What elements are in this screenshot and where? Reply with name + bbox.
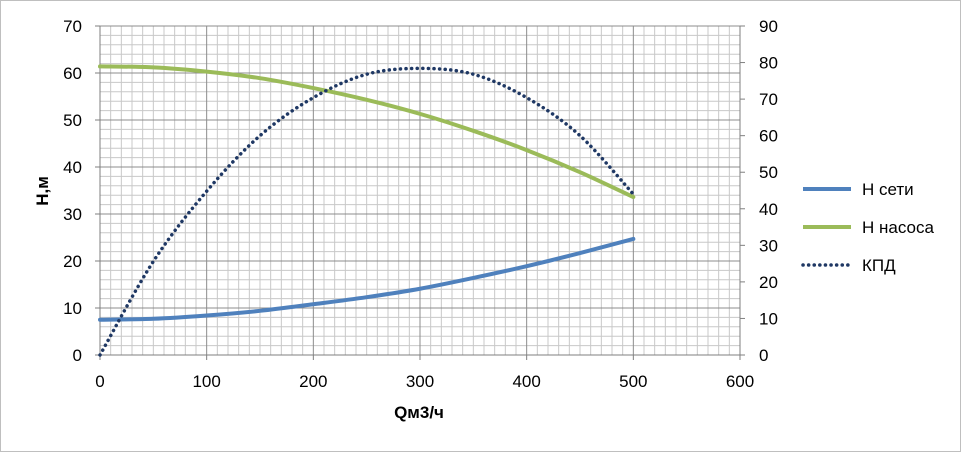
y2-tick-label: 0	[759, 346, 768, 365]
x-tick-label: 300	[406, 372, 434, 391]
y2-tick-label: 60	[759, 127, 778, 146]
y-axis-title: H,м	[33, 176, 52, 206]
x-tick-label: 0	[95, 372, 104, 391]
y2-tick-label: 70	[759, 90, 778, 109]
y2-tick-label: 20	[759, 273, 778, 292]
legend-label-series-2: КПД	[862, 256, 896, 275]
y-tick-label: 20	[63, 252, 82, 271]
y2-tick-label: 40	[759, 200, 778, 219]
y-tick-label: 60	[63, 64, 82, 83]
x-tick-label: 500	[619, 372, 647, 391]
y-tick-label: 0	[73, 346, 82, 365]
x-tick-label: 600	[726, 372, 754, 391]
y2-tick-label: 30	[759, 236, 778, 255]
y-tick-label: 10	[63, 299, 82, 318]
legend-label-series-1: Н насоса	[862, 218, 934, 237]
y2-tick-label: 80	[759, 54, 778, 73]
x-tick-label: 200	[299, 372, 327, 391]
x-tick-label: 400	[512, 372, 540, 391]
y2-tick-label: 50	[759, 163, 778, 182]
legend: Н сети Н насоса КПД	[803, 180, 934, 275]
x-axis-title: Qм3/ч	[394, 403, 444, 422]
y-tick-label: 30	[63, 205, 82, 224]
y-tick-label: 50	[63, 111, 82, 130]
y-tick-label: 40	[63, 158, 82, 177]
legend-label-series-0: Н сети	[862, 180, 914, 199]
y2-tick-label: 90	[759, 17, 778, 36]
x-tick-label: 100	[192, 372, 220, 391]
y-tick-label: 70	[63, 17, 82, 36]
y2-tick-label: 10	[759, 309, 778, 328]
